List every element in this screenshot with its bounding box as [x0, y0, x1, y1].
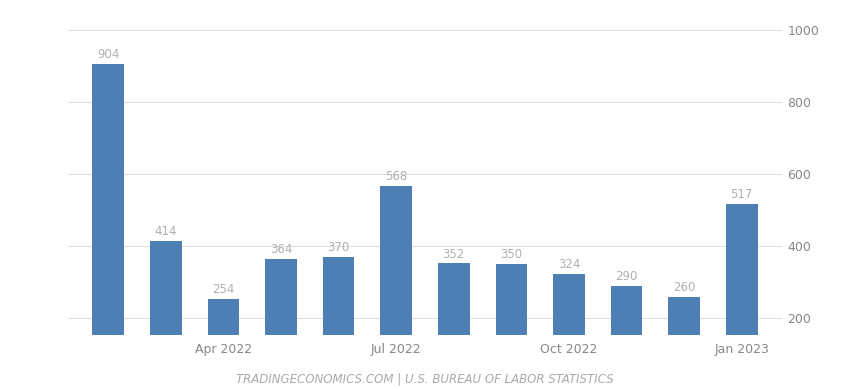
Bar [668, 297, 700, 389]
Text: 324: 324 [558, 258, 581, 271]
Text: 517: 517 [730, 188, 753, 201]
Text: 254: 254 [212, 283, 235, 296]
Bar [150, 241, 182, 389]
Text: 260: 260 [673, 281, 695, 294]
Text: 414: 414 [155, 225, 177, 238]
Bar [496, 264, 527, 389]
Bar [265, 259, 297, 389]
Text: 904: 904 [97, 49, 120, 61]
Text: 350: 350 [501, 248, 523, 261]
Text: 568: 568 [385, 170, 407, 183]
Bar [438, 263, 469, 389]
Bar [207, 299, 240, 389]
Text: 290: 290 [615, 270, 638, 283]
Bar [93, 64, 124, 389]
Bar [323, 257, 354, 389]
Text: 352: 352 [443, 247, 465, 261]
Text: TRADINGECONOMICS.COM | U.S. BUREAU OF LABOR STATISTICS: TRADINGECONOMICS.COM | U.S. BUREAU OF LA… [236, 372, 614, 385]
Text: 364: 364 [269, 243, 292, 256]
Text: 370: 370 [327, 241, 349, 254]
Bar [610, 286, 643, 389]
Bar [553, 273, 585, 389]
Bar [726, 204, 757, 389]
Bar [380, 186, 412, 389]
